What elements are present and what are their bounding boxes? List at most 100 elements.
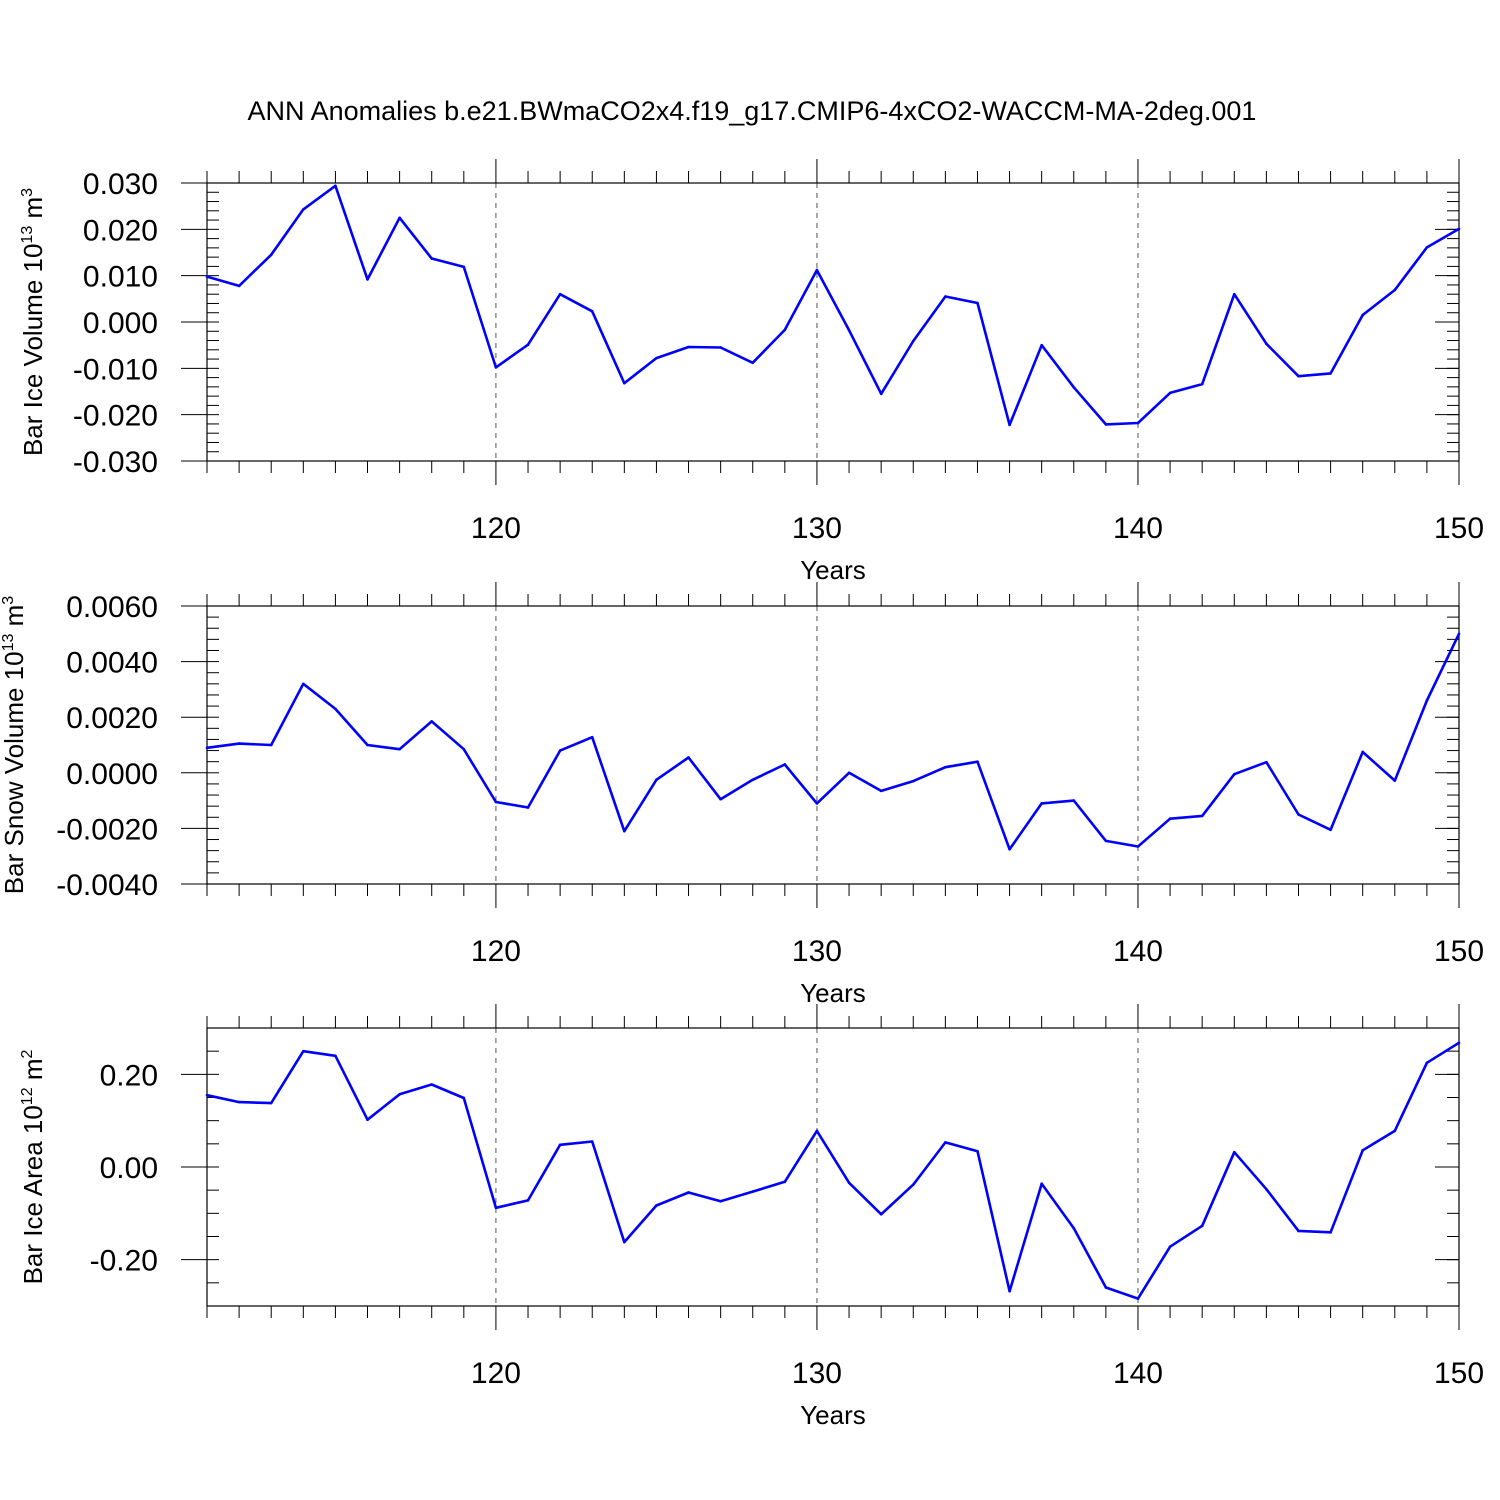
data-point <box>815 802 819 805</box>
y-tick-label: 0.0020 <box>66 702 158 735</box>
data-point <box>302 208 305 211</box>
data-point <box>1265 760 1268 764</box>
x-tick-label: 120 <box>471 512 521 545</box>
panel-bar-snow-volume: 120 130 140 150 -0.0040 -0.0020 0.0000 0.0020 0.… <box>0 582 1484 1008</box>
data-point <box>558 749 562 752</box>
data-point <box>302 682 305 686</box>
data-point <box>719 1199 722 1203</box>
y-axis-label-text: Bar Ice Area 10 <box>18 1105 48 1284</box>
data-point <box>1393 779 1397 782</box>
data-point <box>1008 423 1011 427</box>
y-tick-label: 0.000 <box>83 307 158 340</box>
data-point <box>366 1118 369 1122</box>
series-line-bar-ice-volume <box>206 184 1460 427</box>
data-point <box>687 756 690 759</box>
y-tick-label: -0.010 <box>73 353 158 386</box>
data-point <box>1168 817 1172 820</box>
data-point <box>719 346 722 349</box>
data-point <box>430 257 434 260</box>
series-line-bar-ice-area <box>206 1041 1460 1300</box>
data-point <box>1361 313 1364 317</box>
data-point <box>590 1140 594 1143</box>
data-point <box>1457 1041 1461 1045</box>
y-tick-label: -0.020 <box>73 400 158 433</box>
data-point <box>751 778 755 782</box>
data-point <box>1232 772 1236 776</box>
y-tick-label: -0.030 <box>73 446 158 479</box>
y-tick-label: 0.0060 <box>66 591 158 624</box>
y-axis-label: Bar Snow Volume 1013 m3 <box>0 596 29 895</box>
data-point <box>558 1143 562 1147</box>
data-point <box>526 806 530 809</box>
data-point <box>1008 1289 1011 1293</box>
x-tick-label: 150 <box>1434 512 1484 545</box>
panel-bar-ice-area: 120 130 140 150 -0.20 0.00 0.20 Years Bar Ice Ar… <box>18 1004 1484 1430</box>
data-point <box>237 742 241 745</box>
data-point <box>944 295 947 298</box>
data-point <box>1329 372 1332 375</box>
data-point <box>847 1181 851 1185</box>
data-point <box>944 1141 947 1144</box>
data-point <box>1393 288 1397 292</box>
data-point <box>237 284 241 288</box>
data-point <box>1265 1187 1268 1191</box>
data-point <box>944 765 947 769</box>
data-point <box>623 829 626 833</box>
data-point <box>398 216 401 220</box>
data-point <box>815 268 819 272</box>
data-point <box>205 746 209 750</box>
data-point <box>783 328 787 332</box>
data-point <box>879 1212 883 1216</box>
data-point <box>687 345 690 349</box>
data-point <box>1329 1231 1332 1234</box>
x-axis-label: Years <box>800 1400 866 1430</box>
data-point <box>526 343 530 347</box>
data-point <box>783 1180 787 1184</box>
x-tick-label: 140 <box>1113 512 1163 545</box>
data-point <box>1104 839 1108 843</box>
y-axis-label-exponent: 13 <box>19 226 36 244</box>
data-point <box>1329 828 1332 832</box>
data-point <box>1168 391 1172 395</box>
data-point <box>1040 343 1043 347</box>
y-axis-label-text: Bar Ice Volume 10 <box>18 244 48 456</box>
data-point <box>334 1054 337 1058</box>
data-point <box>1072 799 1076 802</box>
main-title: ANN Anomalies b.e21.BWmaCO2x4.f19_g17.CM… <box>248 96 1257 126</box>
data-point <box>1393 1129 1397 1133</box>
y-axis-label: Bar Ice Area 1012 m2 <box>18 1049 48 1284</box>
data-point <box>1040 1182 1043 1185</box>
y-axis-label-exponent: 13 <box>0 633 17 651</box>
y-axis-label: Bar Ice Volume 1013 m3 <box>18 188 48 456</box>
data-point <box>1297 813 1300 816</box>
data-point <box>494 800 498 804</box>
y-tick-label: 0.0040 <box>66 647 158 680</box>
data-point <box>237 1100 241 1104</box>
y-tick-label: -0.20 <box>90 1245 158 1278</box>
data-point <box>558 292 562 296</box>
data-point <box>398 1092 401 1096</box>
data-point <box>1008 847 1011 851</box>
data-point <box>623 1240 626 1244</box>
y-axis-label-exponent: 12 <box>19 1087 36 1105</box>
data-point <box>205 275 209 278</box>
data-point <box>1361 1149 1364 1152</box>
y-tick-label: -0.0020 <box>56 813 158 846</box>
data-point <box>366 278 369 281</box>
data-point <box>911 1183 915 1186</box>
y-axis-label-unit: m <box>18 197 48 226</box>
data-point <box>302 1049 305 1053</box>
data-point <box>430 1083 434 1086</box>
data-point <box>719 797 722 801</box>
data-point <box>623 381 626 385</box>
data-point <box>462 1096 466 1100</box>
data-point <box>462 747 466 751</box>
data-point <box>847 771 851 775</box>
series-line-bar-snow-volume <box>206 633 1461 851</box>
data-point <box>205 1093 209 1097</box>
data-point <box>590 310 594 313</box>
y-tick-label: 0.0000 <box>66 758 158 791</box>
plot-frame <box>206 1027 1460 1307</box>
data-point <box>269 743 273 747</box>
data-point <box>879 789 883 793</box>
